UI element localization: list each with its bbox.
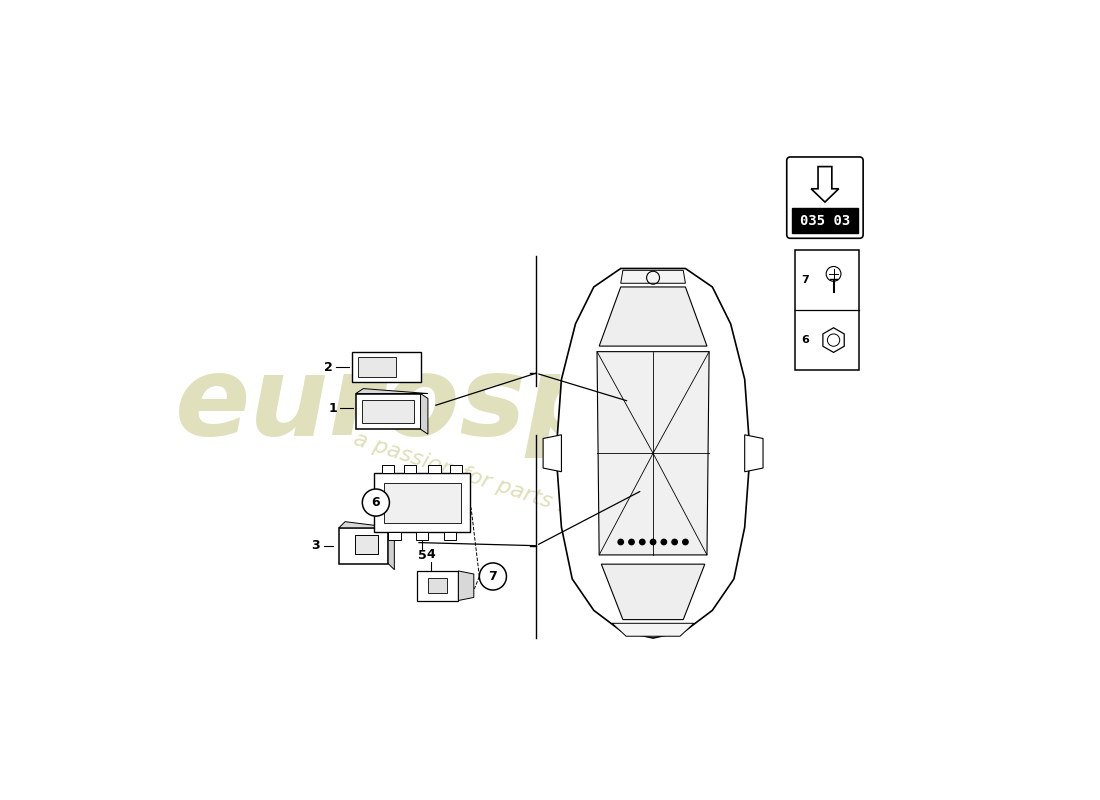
Bar — [355, 394, 420, 430]
Text: 7: 7 — [488, 570, 497, 583]
Text: 6: 6 — [801, 335, 808, 345]
Polygon shape — [612, 623, 694, 636]
Circle shape — [639, 539, 645, 545]
Bar — [794, 250, 859, 370]
Text: 5: 5 — [418, 549, 427, 562]
Circle shape — [661, 539, 667, 545]
Text: 1: 1 — [328, 402, 337, 415]
Polygon shape — [745, 435, 763, 472]
Bar — [358, 357, 396, 377]
Text: 3: 3 — [311, 539, 320, 552]
Circle shape — [618, 539, 624, 545]
Bar — [428, 466, 440, 474]
Circle shape — [672, 539, 678, 545]
Bar — [416, 532, 428, 540]
Circle shape — [650, 539, 656, 545]
Polygon shape — [620, 270, 685, 283]
Polygon shape — [459, 571, 474, 601]
Bar — [792, 208, 858, 233]
Polygon shape — [811, 166, 838, 202]
Polygon shape — [420, 394, 428, 434]
Text: 7: 7 — [801, 275, 808, 285]
Text: 4: 4 — [427, 549, 436, 562]
Circle shape — [362, 489, 389, 516]
Bar — [352, 352, 421, 382]
Circle shape — [827, 334, 839, 346]
Text: a passion for parts since 1985: a passion for parts since 1985 — [351, 429, 678, 552]
Bar — [355, 534, 378, 554]
FancyBboxPatch shape — [786, 157, 864, 238]
Circle shape — [480, 563, 506, 590]
Bar — [388, 532, 400, 540]
Bar — [382, 466, 394, 474]
Circle shape — [683, 539, 689, 545]
Polygon shape — [556, 269, 750, 638]
Text: 6: 6 — [372, 496, 381, 509]
Polygon shape — [602, 564, 705, 619]
Bar — [374, 474, 470, 532]
Text: eurospa: eurospa — [175, 350, 681, 458]
Circle shape — [826, 266, 842, 282]
Circle shape — [629, 539, 635, 545]
Bar — [404, 466, 416, 474]
Polygon shape — [355, 389, 428, 394]
Bar — [384, 482, 461, 522]
Text: 035 03: 035 03 — [800, 214, 850, 228]
Polygon shape — [823, 328, 844, 353]
Bar — [450, 466, 462, 474]
Polygon shape — [600, 287, 707, 346]
Bar — [428, 578, 447, 593]
Polygon shape — [597, 352, 710, 555]
Polygon shape — [543, 435, 561, 472]
Bar — [362, 400, 415, 423]
Text: 2: 2 — [324, 361, 333, 374]
Polygon shape — [388, 528, 394, 570]
Bar — [339, 528, 388, 563]
Bar — [417, 571, 459, 601]
Polygon shape — [339, 522, 394, 528]
Bar — [443, 532, 455, 540]
